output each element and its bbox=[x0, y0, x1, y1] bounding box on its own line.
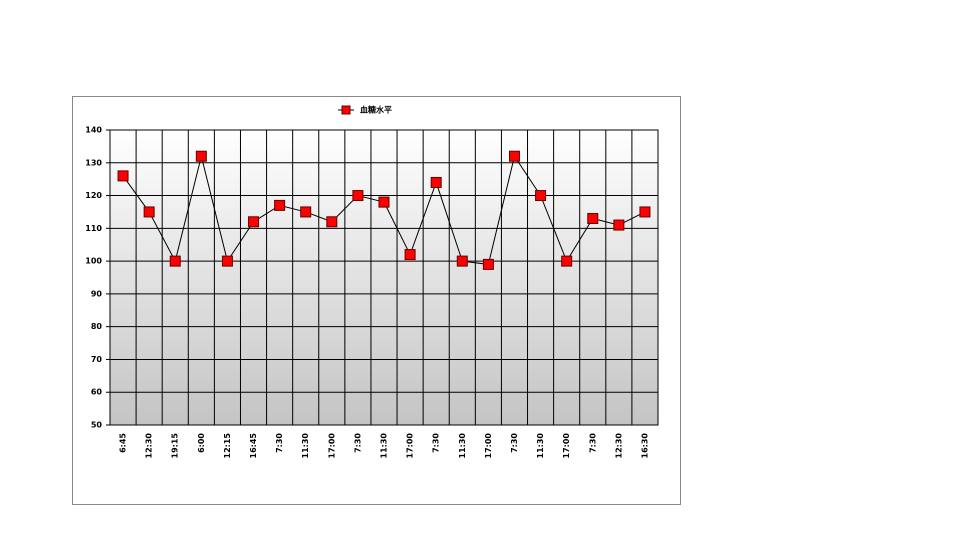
marker bbox=[300, 206, 312, 218]
marker bbox=[482, 258, 494, 270]
x-tick-label: 7:30 bbox=[353, 433, 362, 453]
x-tick-label: 11:30 bbox=[301, 433, 310, 459]
marker bbox=[587, 213, 599, 224]
x-tick-label: 11:30 bbox=[536, 433, 545, 459]
x-tick-label: 12:30 bbox=[145, 433, 154, 459]
marker bbox=[404, 249, 416, 261]
legend-label: 血糖水平 bbox=[360, 105, 392, 115]
marker bbox=[613, 219, 625, 231]
x-tick-label: 7:30 bbox=[588, 433, 597, 453]
marker bbox=[143, 206, 155, 218]
marker bbox=[535, 190, 547, 202]
marker bbox=[430, 176, 442, 188]
y-tick-label: 50 bbox=[91, 421, 103, 430]
x-tick-label: 19:15 bbox=[171, 433, 180, 459]
plot-area bbox=[109, 129, 659, 426]
x-tick-label: 7:30 bbox=[275, 433, 284, 453]
x-tick-label: 7:30 bbox=[510, 433, 519, 453]
x-tick-label: 7:30 bbox=[432, 433, 441, 453]
y-tick-label: 140 bbox=[85, 126, 102, 135]
marker bbox=[169, 255, 181, 267]
x-tick-label: 17:00 bbox=[484, 433, 493, 459]
x-tick-label: 17:00 bbox=[562, 433, 571, 459]
x-tick-label: 11:30 bbox=[380, 433, 389, 459]
marker bbox=[561, 255, 573, 267]
marker bbox=[456, 255, 468, 267]
marker bbox=[248, 216, 260, 228]
x-tick-label: 6:00 bbox=[197, 433, 206, 453]
x-tick-label: 12:15 bbox=[223, 433, 232, 459]
marker bbox=[378, 196, 390, 208]
y-tick-label: 70 bbox=[91, 355, 103, 364]
marker bbox=[117, 170, 129, 182]
x-tick-label: 17:00 bbox=[327, 433, 336, 459]
marker bbox=[508, 150, 520, 162]
marker bbox=[274, 199, 286, 211]
marker bbox=[639, 206, 651, 218]
x-tick-label: 16:30 bbox=[640, 433, 649, 459]
legend-marker bbox=[341, 105, 351, 115]
x-tick-label: 11:30 bbox=[458, 433, 467, 459]
y-tick-label: 110 bbox=[85, 224, 102, 233]
x-tick-label: 16:45 bbox=[249, 433, 258, 459]
x-tick-label: 6:45 bbox=[119, 433, 128, 453]
x-tick-label: 17:00 bbox=[406, 433, 415, 459]
marker bbox=[221, 255, 233, 267]
marker bbox=[195, 150, 207, 162]
y-tick-label: 90 bbox=[91, 289, 103, 298]
y-tick-label: 80 bbox=[91, 322, 103, 331]
y-tick-label: 130 bbox=[85, 158, 102, 167]
y-tick-label: 120 bbox=[85, 191, 102, 200]
marker bbox=[352, 190, 364, 202]
marker bbox=[326, 216, 338, 228]
x-tick-label: 12:30 bbox=[614, 433, 623, 459]
y-tick-label: 60 bbox=[91, 388, 103, 397]
y-tick-label: 100 bbox=[85, 257, 102, 266]
